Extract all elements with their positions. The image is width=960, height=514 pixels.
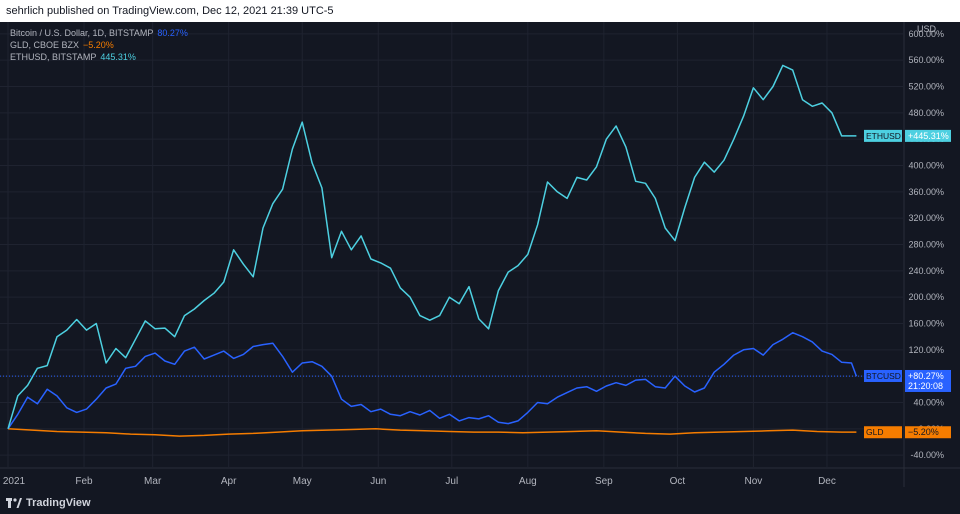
y-tick-label: 560.00% (908, 55, 944, 65)
x-tick-label: Dec (818, 476, 836, 487)
y-tick-label: 600.00% (908, 29, 944, 39)
legend-value-gld: −5.20% (83, 40, 114, 50)
legend-item-btc[interactable]: Bitcoin / U.S. Dollar, 1D, BITSTAMP 80.27… (10, 27, 188, 39)
series-badge-name: GLD (866, 427, 883, 437)
chart-area[interactable]: 600.00%560.00%520.00%480.00%440.00%400.0… (0, 22, 960, 492)
x-tick-label: Feb (75, 476, 93, 487)
x-tick-label: May (293, 476, 312, 487)
series-line-btcusd (7, 331, 858, 430)
publisher-bar: sehrlich published on TradingView.com, D… (0, 0, 960, 22)
legend-item-gld[interactable]: GLD, CBOE BZX −5.20% (10, 39, 188, 51)
axis-value-text: −5.20% (908, 427, 939, 437)
x-tick-label: Apr (221, 476, 237, 487)
series-badge-name: BTCUSD (866, 371, 901, 381)
series-badge-name: ETHUSD (866, 131, 901, 141)
legend-name-gld: GLD, CBOE BZX (10, 40, 80, 50)
series-line-ethusd (7, 64, 857, 430)
y-tick-label: 240.00% (908, 266, 944, 276)
x-tick-label: 2021 (3, 476, 26, 487)
x-tick-label: Jul (445, 476, 458, 487)
y-axis-unit: USD (917, 24, 937, 34)
tradingview-brand: TradingView (26, 497, 91, 509)
legend-value-btc: 80.27% (157, 28, 188, 38)
legend-name-btc: Bitcoin / U.S. Dollar, 1D, BITSTAMP (10, 28, 154, 38)
footer-bar: TradingView (0, 492, 960, 514)
axis-value-text: +445.31% (908, 131, 949, 141)
price-chart[interactable]: 600.00%560.00%520.00%480.00%440.00%400.0… (0, 22, 960, 492)
x-tick-label: Oct (670, 476, 686, 487)
y-tick-label: 160.00% (908, 318, 944, 328)
y-tick-label: 200.00% (908, 292, 944, 302)
x-tick-label: Jun (370, 476, 386, 487)
series-badge-ethusd (864, 129, 902, 142)
y-tick-label: 480.00% (908, 108, 944, 118)
axis-value-badge-ethusd (905, 129, 951, 142)
y-tick-label: 360.00% (908, 187, 944, 197)
y-tick-label: -40.00% (910, 450, 944, 460)
y-tick-label: 320.00% (908, 213, 944, 223)
publisher-text: sehrlich published on TradingView.com, D… (6, 5, 334, 17)
axis-value-time: 21:20:08 (908, 381, 943, 391)
legend-name-eth: ETHUSD, BITSTAMP (10, 52, 97, 62)
axis-value-text: +80.27% (908, 371, 944, 381)
series-badge-btcusd (864, 369, 902, 382)
x-tick-label: Aug (519, 476, 537, 487)
axis-value-badge-gld (905, 426, 951, 439)
series-badge-gld (864, 426, 902, 439)
y-tick-label: 280.00% (908, 240, 944, 250)
y-tick-label: 400.00% (908, 161, 944, 171)
y-tick-label: 120.00% (908, 345, 944, 355)
legend-value-eth: 445.31% (100, 52, 136, 62)
x-tick-label: Mar (144, 476, 162, 487)
x-tick-label: Nov (745, 476, 763, 487)
y-tick-label: 520.00% (908, 82, 944, 92)
x-tick-label: Sep (595, 476, 613, 487)
axis-value-badge-btcusd (905, 369, 951, 392)
legend-item-eth[interactable]: ETHUSD, BITSTAMP 445.31% (10, 51, 188, 63)
tradingview-logo-icon (6, 498, 22, 508)
y-tick-label: 40.00% (913, 397, 944, 407)
chart-legend: Bitcoin / U.S. Dollar, 1D, BITSTAMP 80.27… (10, 27, 188, 63)
series-line-gld (7, 428, 857, 437)
tradingview-logo[interactable]: TradingView (6, 497, 91, 509)
